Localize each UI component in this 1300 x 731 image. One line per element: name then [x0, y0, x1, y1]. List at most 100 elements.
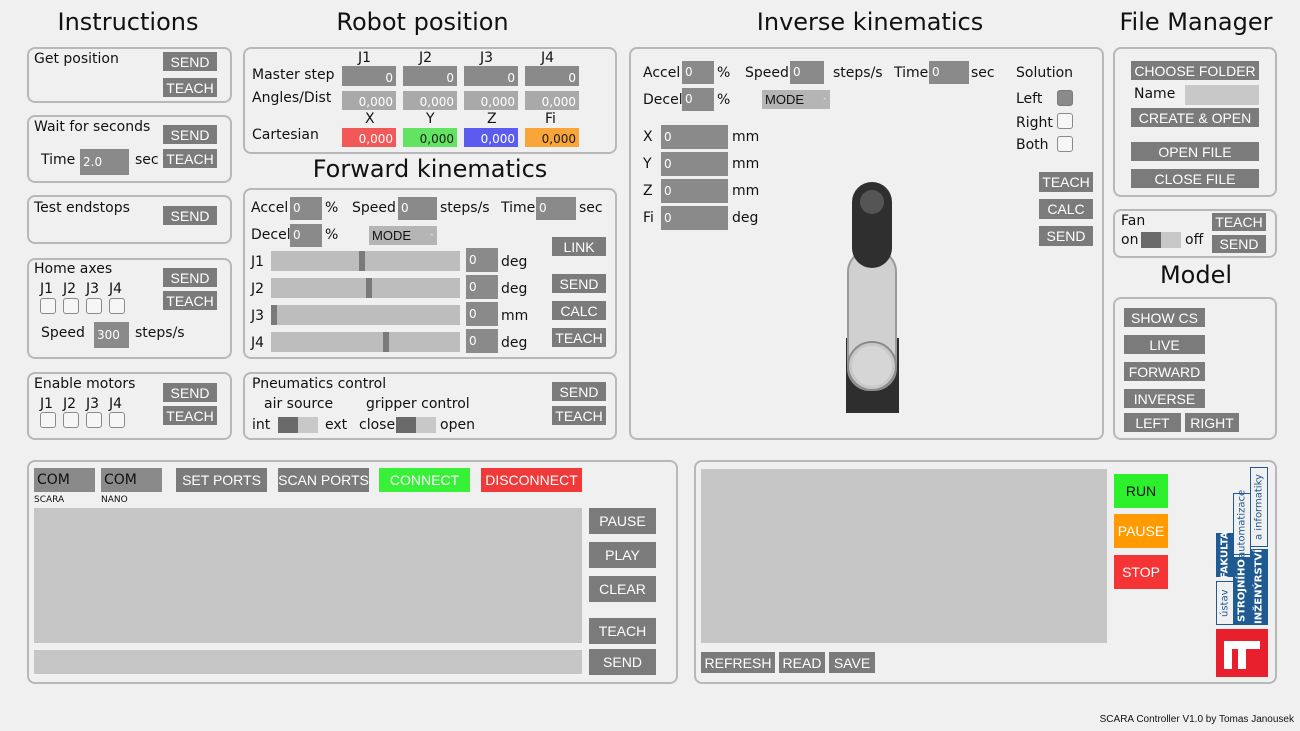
endstops-send-button[interactable]: SEND	[163, 206, 217, 225]
fan-teach-button[interactable]: TEACH	[1212, 213, 1266, 231]
fk-accel-input[interactable]: 0	[290, 197, 322, 220]
ik-accel-input[interactable]: 0	[682, 61, 714, 84]
fk-time-input[interactable]: 0	[536, 197, 576, 220]
com-nano-select[interactable]: COM	[101, 468, 162, 492]
home-teach-button[interactable]: TEACH	[163, 291, 217, 310]
fan-send-button[interactable]: SEND	[1212, 235, 1266, 253]
get-position-teach-button[interactable]: TEACH	[163, 78, 217, 97]
ik-speed-input[interactable]: 0	[790, 61, 824, 84]
fk-j2-slider[interactable]	[271, 278, 460, 298]
ik-y-input[interactable]: 0	[661, 152, 728, 176]
fk-j1-slider-thumb[interactable]	[359, 251, 365, 271]
fan-toggle[interactable]	[1141, 232, 1181, 248]
program-pause-button[interactable]: PAUSE	[1114, 514, 1168, 548]
set-ports-button[interactable]: SET PORTS	[176, 468, 267, 492]
choose-folder-button[interactable]: CHOOSE FOLDER	[1131, 61, 1259, 80]
fk-mode-dropdown[interactable]: MODE -	[369, 226, 437, 245]
fk-j4-slider-thumb[interactable]	[383, 332, 389, 352]
home-j3-checkbox[interactable]	[86, 298, 102, 314]
scan-ports-button[interactable]: SCAN PORTS	[278, 468, 369, 492]
cart-col-x: X	[365, 111, 375, 127]
ik-calc-button[interactable]: CALC	[1039, 199, 1093, 219]
file-name-input[interactable]	[1185, 85, 1259, 105]
motors-j3-checkbox[interactable]	[86, 412, 102, 428]
ik-x-input[interactable]: 0	[661, 125, 728, 149]
fk-j4-slider[interactable]	[271, 332, 460, 352]
home-speed-input[interactable]: 300	[94, 322, 129, 348]
pneumatics-teach-button[interactable]: TEACH	[552, 406, 606, 425]
wait-time-input[interactable]: 2.0	[80, 149, 129, 175]
fk-decel-input[interactable]: 0	[290, 224, 322, 247]
fk-calc-button[interactable]: CALC	[552, 301, 606, 320]
fk-speed-input[interactable]: 0	[398, 197, 437, 220]
forward-button[interactable]: FORWARD	[1124, 362, 1205, 381]
save-button[interactable]: SAVE	[829, 652, 875, 673]
show-cs-button[interactable]: SHOW CS	[1124, 308, 1205, 327]
fk-teach-button[interactable]: TEACH	[552, 328, 606, 347]
angles-j3: 0,000	[464, 91, 518, 110]
home-j1-checkbox[interactable]	[40, 298, 56, 314]
wait-send-button[interactable]: SEND	[163, 125, 217, 144]
create-open-button[interactable]: CREATE & OPEN	[1131, 108, 1259, 127]
console-teach-button[interactable]: TEACH	[589, 618, 656, 644]
fk-j2-input[interactable]: 0	[466, 275, 498, 299]
ik-mode-dropdown[interactable]: MODE -	[762, 90, 830, 109]
fk-j1-input[interactable]: 0	[466, 248, 498, 272]
com-scara-select[interactable]: COM	[34, 468, 95, 492]
program-editor[interactable]	[701, 469, 1107, 643]
wait-teach-button[interactable]: TEACH	[163, 149, 217, 168]
solution-left-checkbox[interactable]	[1057, 90, 1073, 106]
fk-j3-input[interactable]: 0	[466, 302, 498, 326]
console-clear-button[interactable]: CLEAR	[589, 576, 656, 602]
run-button[interactable]: RUN	[1114, 474, 1168, 508]
console-pause-button[interactable]: PAUSE	[589, 508, 656, 534]
get-position-send-button[interactable]: SEND	[163, 52, 217, 71]
read-button[interactable]: READ	[779, 652, 825, 673]
ik-decel-input[interactable]: 0	[682, 88, 714, 111]
fk-link-button[interactable]: LINK	[552, 237, 606, 256]
air-source-toggle[interactable]	[278, 417, 318, 433]
home-j2-checkbox[interactable]	[63, 298, 79, 314]
fk-j1-slider[interactable]	[271, 251, 460, 271]
motors-j4-checkbox[interactable]	[109, 412, 125, 428]
live-button[interactable]: LIVE	[1124, 335, 1205, 354]
console-play-button[interactable]: PLAY	[589, 542, 656, 568]
open-file-button[interactable]: OPEN FILE	[1131, 142, 1259, 161]
console-output[interactable]	[34, 508, 582, 643]
fk-j2-slider-thumb[interactable]	[366, 278, 372, 298]
fk-send-button[interactable]: SEND	[552, 274, 606, 293]
solution-right-checkbox[interactable]	[1057, 113, 1073, 129]
ik-z-input[interactable]: 0	[661, 179, 728, 203]
pneumatics-send-button[interactable]: SEND	[552, 382, 606, 401]
fk-j3-slider[interactable]	[271, 305, 460, 325]
ik-send-button[interactable]: SEND	[1039, 226, 1093, 246]
console-send-button[interactable]: SEND	[589, 649, 656, 675]
connect-button[interactable]: CONNECT	[379, 468, 470, 492]
motors-teach-button[interactable]: TEACH	[163, 406, 217, 425]
gripper-toggle[interactable]	[396, 417, 436, 433]
home-send-button[interactable]: SEND	[163, 268, 217, 287]
master-step-label: Master step	[252, 67, 335, 83]
get-position-label: Get position	[34, 51, 119, 67]
disconnect-button[interactable]: DISCONNECT	[481, 468, 582, 492]
motors-j1-checkbox[interactable]	[40, 412, 56, 428]
right-button[interactable]: RIGHT	[1185, 413, 1239, 432]
fk-j3-slider-thumb[interactable]	[271, 305, 277, 325]
ik-time-input[interactable]: 0	[929, 61, 969, 84]
stop-button[interactable]: STOP	[1114, 555, 1168, 589]
solution-both-checkbox[interactable]	[1057, 136, 1073, 152]
console-input[interactable]	[34, 650, 582, 674]
fk-j4-input[interactable]: 0	[466, 329, 498, 353]
fk-time-unit: sec	[579, 200, 603, 216]
motors-send-button[interactable]: SEND	[163, 383, 217, 402]
inverse-button[interactable]: INVERSE	[1124, 389, 1205, 408]
logo-line1: FAKULTA	[1216, 531, 1234, 579]
motors-j2-checkbox[interactable]	[63, 412, 79, 428]
home-j4-checkbox[interactable]	[109, 298, 125, 314]
ik-decel-label: Decel	[643, 92, 683, 108]
close-file-button[interactable]: CLOSE FILE	[1131, 169, 1259, 188]
ik-teach-button[interactable]: TEACH	[1039, 172, 1093, 192]
left-button[interactable]: LEFT	[1124, 413, 1181, 432]
ik-fi-input[interactable]: 0	[661, 206, 728, 230]
refresh-button[interactable]: REFRESH	[701, 652, 775, 673]
